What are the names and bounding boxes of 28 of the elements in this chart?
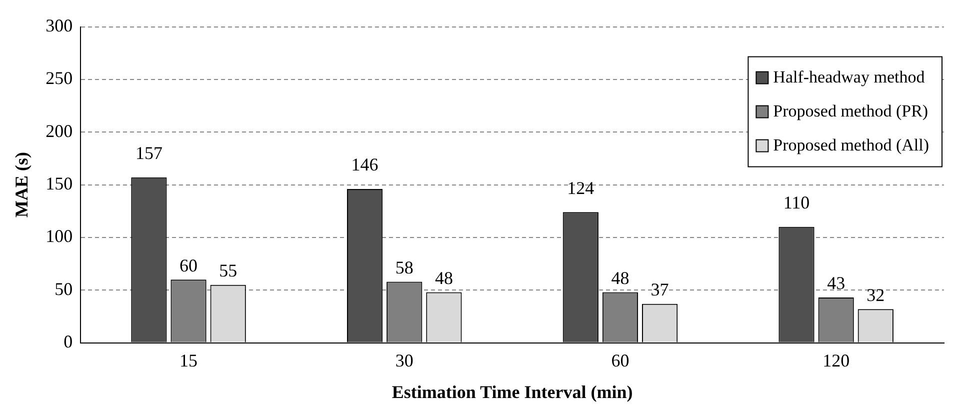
data-label: 32: [866, 284, 885, 305]
y-tick-label: 250: [46, 68, 73, 88]
y-tick-label: 150: [46, 174, 73, 194]
data-label: 58: [395, 257, 414, 278]
data-label: 55: [219, 260, 238, 281]
x-tick-label: 60: [611, 350, 630, 370]
y-tick-label: 200: [46, 120, 73, 141]
data-label: 146: [351, 154, 378, 175]
data-label: 43: [827, 273, 846, 294]
legend-label: Half-headway method: [773, 67, 926, 86]
y-axis-title: MAE (s): [11, 152, 32, 218]
y-tick-label: 0: [64, 332, 73, 352]
data-label: 110: [783, 192, 810, 213]
y-tick-label: 100: [46, 226, 73, 246]
legend-label: Proposed method (PR): [773, 101, 928, 120]
legend-label: Proposed method (All): [773, 135, 930, 154]
x-tick-label: 30: [395, 350, 414, 370]
x-tick-label: 120: [822, 350, 850, 370]
y-tick-label: 50: [54, 278, 73, 299]
data-label: 124: [567, 178, 594, 198]
data-label: 48: [434, 268, 453, 288]
data-label: 60: [180, 255, 198, 276]
data-label: 48: [611, 268, 630, 288]
data-label: 157: [135, 143, 162, 164]
y-tick-label: 300: [46, 16, 73, 36]
data-label: 37: [650, 280, 669, 300]
x-tick-label: 15: [180, 350, 198, 370]
x-axis-title: Estimation Time Interval (min): [392, 382, 633, 402]
